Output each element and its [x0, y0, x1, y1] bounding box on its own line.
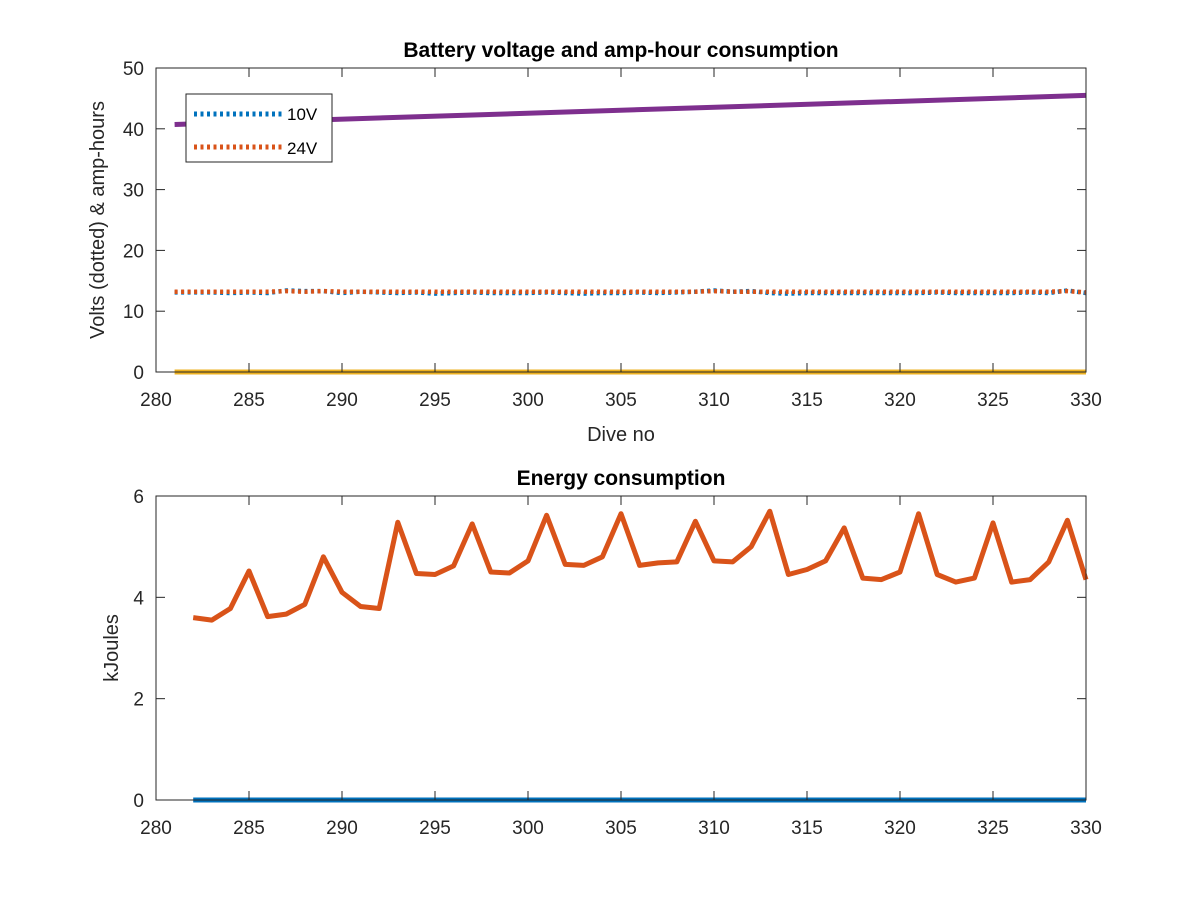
voltage-y-tick-label: 50 — [123, 59, 144, 80]
energy-x-tick-label: 290 — [326, 818, 358, 839]
voltage-plot-frame — [155, 67, 1087, 373]
voltage-x-tick-label: 285 — [233, 390, 265, 411]
voltage-x-tick-label: 315 — [791, 390, 823, 411]
voltage-y-axis-label: Volts (dotted) & amp-hours — [87, 101, 109, 339]
voltage-y-tick-label: 40 — [123, 120, 144, 141]
voltage-y-tick-label: 20 — [123, 241, 144, 262]
energy-plot-frame — [155, 495, 1087, 801]
voltage-x-tick-label: 330 — [1070, 390, 1102, 411]
energy-x-tick-label: 310 — [698, 818, 730, 839]
voltage-x-axis-label: Dive no — [587, 424, 655, 446]
voltage-x-tick-label: 290 — [326, 390, 358, 411]
legend-box — [185, 93, 333, 163]
voltage-x-tick-label: 295 — [419, 390, 451, 411]
legend-label-10v: 10V — [287, 105, 318, 124]
voltage-x-tick-label: 325 — [977, 390, 1009, 411]
voltage-y-tick-label: 30 — [123, 181, 144, 202]
energy-y-axis-label: kJoules — [101, 614, 123, 682]
energy-x-tick-label: 295 — [419, 818, 451, 839]
energy-series-line-1 — [192, 508, 1089, 623]
energy-x-tick-label: 285 — [233, 818, 265, 839]
legend-label-24v: 24V — [287, 139, 318, 158]
energy-x-tick-label: 280 — [140, 818, 172, 839]
energy-y-tick-label: 2 — [133, 690, 144, 711]
energy-y-tick-label: 6 — [133, 487, 144, 508]
energy-x-tick-label: 300 — [512, 818, 544, 839]
voltage-axes: Battery voltage and amp-hour consumption… — [87, 39, 1102, 446]
voltage-chart-title: Battery voltage and amp-hour consumption — [403, 39, 838, 62]
voltage-y-tick-label: 0 — [133, 363, 144, 384]
energy-x-tick-label: 320 — [884, 818, 916, 839]
voltage-x-tick-label: 320 — [884, 390, 916, 411]
voltage-x-tick-label: 280 — [140, 390, 172, 411]
voltage-series-24v — [174, 288, 1087, 295]
energy-y-tick-label: 4 — [133, 588, 144, 609]
voltage-ticks-group: 280 285 290 295 300 305 310 315 320 325 330 0 10 20 30… — [123, 59, 1102, 411]
energy-x-tick-label: 330 — [1070, 818, 1102, 839]
energy-x-tick-label: 315 — [791, 818, 823, 839]
energy-x-tick-label: 325 — [977, 818, 1009, 839]
energy-axes: Energy consumption kJoules 280 285 290 295 3… — [101, 467, 1102, 839]
voltage-y-tick-label: 10 — [123, 302, 144, 323]
voltage-legend: 10V 24V — [185, 93, 333, 163]
energy-y-tick-label: 0 — [133, 791, 144, 812]
energy-x-tick-label: 305 — [605, 818, 637, 839]
voltage-x-tick-label: 305 — [605, 390, 637, 411]
energy-chart-title: Energy consumption — [517, 467, 726, 490]
voltage-x-tick-label: 300 — [512, 390, 544, 411]
voltage-x-tick-label: 310 — [698, 390, 730, 411]
